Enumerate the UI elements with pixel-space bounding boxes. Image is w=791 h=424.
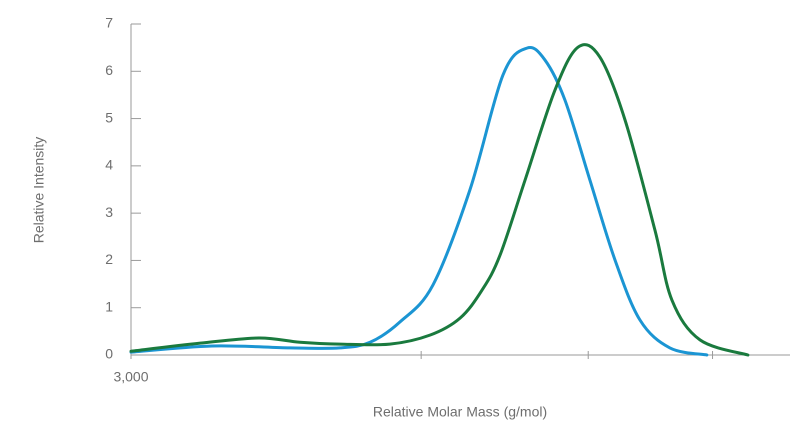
y-tick-label: 2 (105, 251, 113, 267)
y-tick-label: 6 (105, 62, 113, 78)
y-tick-label: 5 (105, 109, 113, 125)
x-tick-label: 3,000 (113, 369, 148, 385)
x-axis-title: Relative Molar Mass (g/mol) (373, 404, 547, 420)
series-line (129, 43, 750, 357)
y-tick-label: 4 (105, 157, 113, 173)
y-tick-label: 0 (105, 346, 113, 362)
y-tick-label: 1 (105, 298, 113, 314)
series-line (129, 46, 709, 357)
y-axis-title: Relative Intensity (31, 137, 47, 244)
y-tick-label: 3 (105, 204, 113, 220)
y-tick-label: 7 (105, 15, 113, 31)
